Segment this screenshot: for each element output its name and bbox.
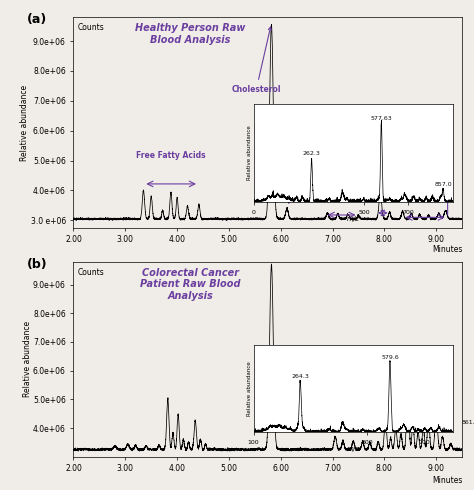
X-axis label: m/z: m/z — [346, 446, 360, 452]
Text: Colorectal Cancer
Patient Raw Blood
Analysis: Colorectal Cancer Patient Raw Blood Anal… — [140, 268, 240, 301]
Text: Vitamin E: Vitamin E — [288, 137, 329, 203]
Y-axis label: Relative abundance: Relative abundance — [20, 84, 29, 161]
Text: (a): (a) — [27, 13, 47, 26]
Text: 577.63: 577.63 — [371, 116, 392, 121]
Text: 861.0: 861.0 — [461, 420, 474, 425]
Text: Counts: Counts — [77, 268, 104, 276]
Text: 579.6: 579.6 — [381, 355, 399, 360]
Text: Cholesteryl
Esters: Cholesteryl Esters — [354, 139, 399, 151]
Text: 857.0: 857.0 — [434, 182, 452, 187]
Text: Cholesterol: Cholesterol — [231, 27, 281, 94]
Y-axis label: Relative abundance: Relative abundance — [247, 125, 252, 180]
Text: Triglycerides: Triglycerides — [399, 158, 451, 164]
Text: Free Fatty Acids: Free Fatty Acids — [136, 151, 206, 160]
Text: Healthy Person Raw
Blood Analysis: Healthy Person Raw Blood Analysis — [135, 24, 245, 45]
Text: Minutes: Minutes — [432, 245, 462, 254]
Y-axis label: Relative abundance: Relative abundance — [247, 361, 252, 416]
Text: 262.3: 262.3 — [303, 151, 320, 156]
Text: 264.3: 264.3 — [292, 374, 309, 379]
X-axis label: m/z: m/z — [346, 216, 360, 222]
Text: (b): (b) — [27, 258, 47, 271]
Text: Minutes: Minutes — [432, 476, 462, 485]
Text: Diglycerides: Diglycerides — [328, 168, 377, 174]
Text: Counts: Counts — [77, 24, 104, 32]
Y-axis label: Relative abundance: Relative abundance — [23, 321, 32, 397]
